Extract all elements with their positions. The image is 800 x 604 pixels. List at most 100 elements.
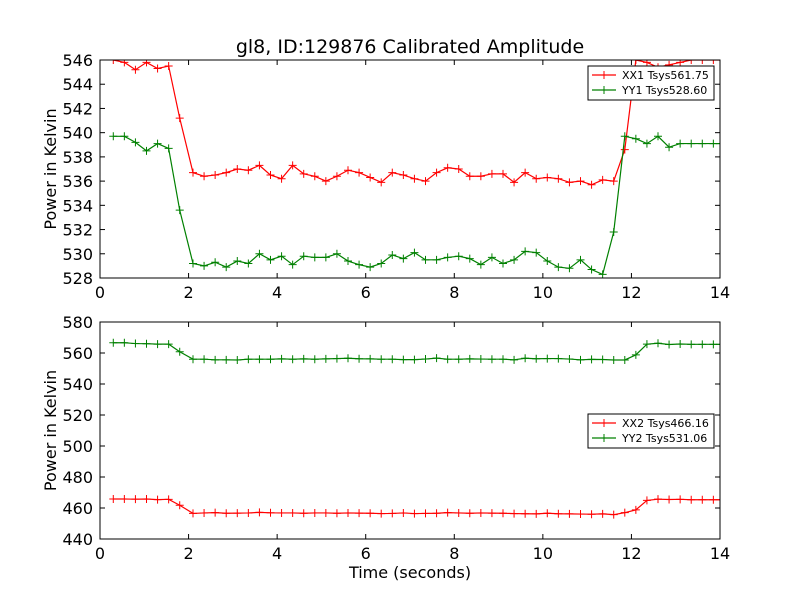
data-point <box>510 255 519 264</box>
y-tick-label: 538 <box>62 148 93 167</box>
data-point <box>277 354 286 363</box>
legend: XX1 Tsys561.75 YY1 Tsys528.60 <box>587 65 715 101</box>
data-point <box>410 355 419 364</box>
data-point <box>642 340 651 349</box>
legend-label: XX2 Tsys466.16 <box>622 417 709 430</box>
data-point <box>487 355 496 364</box>
data-point <box>698 139 707 148</box>
data-point <box>676 139 685 148</box>
x-tick-label: 0 <box>95 283 105 302</box>
data-point <box>565 355 574 364</box>
x-tick-label: 2 <box>183 544 193 563</box>
data-point <box>189 259 197 268</box>
data-point <box>388 509 397 518</box>
data-point <box>510 355 519 364</box>
data-point <box>266 171 275 180</box>
data-point <box>266 255 275 264</box>
data-point <box>598 175 607 184</box>
data-point <box>120 132 129 141</box>
data-point <box>164 62 173 71</box>
data-point <box>399 508 408 517</box>
data-point <box>465 254 474 263</box>
data-point <box>255 355 264 364</box>
data-point <box>310 508 319 517</box>
legend: XX2 Tsys466.16 YY2 Tsys531.06 <box>587 413 715 449</box>
data-point <box>465 172 474 181</box>
data-point <box>432 354 441 363</box>
data-point <box>332 249 341 258</box>
data-point <box>521 509 530 518</box>
data-point <box>465 354 474 363</box>
data-point <box>576 510 585 519</box>
y-tick-label: 440 <box>62 530 93 549</box>
data-point <box>565 264 574 273</box>
data-point <box>576 177 585 186</box>
data-point <box>598 270 607 278</box>
y-tick-label: 542 <box>62 99 93 118</box>
y-tick-label: 536 <box>62 172 93 191</box>
data-point <box>200 172 209 181</box>
data-point <box>687 139 696 148</box>
data-point <box>443 508 452 517</box>
data-point <box>532 509 541 518</box>
data-point <box>676 495 685 504</box>
legend-marker <box>600 419 608 427</box>
data-point <box>233 165 242 173</box>
data-point <box>510 178 519 187</box>
data-point <box>222 355 231 364</box>
data-point <box>554 509 563 518</box>
data-point <box>299 354 308 363</box>
data-point <box>131 339 140 348</box>
y-tick-label: 530 <box>62 245 93 264</box>
data-point <box>587 180 596 189</box>
data-point <box>153 495 162 504</box>
y-tick-label: 546 <box>62 51 93 70</box>
data-point <box>175 114 184 123</box>
data-point <box>233 257 242 266</box>
data-point <box>454 252 463 261</box>
data-point <box>109 60 118 64</box>
data-point <box>565 509 574 518</box>
data-point <box>255 249 264 258</box>
data-point <box>687 60 696 64</box>
data-point <box>277 508 286 517</box>
x-tick-label: 6 <box>361 283 371 302</box>
data-point <box>665 340 674 349</box>
data-point <box>120 495 129 504</box>
data-point <box>388 168 397 177</box>
data-point <box>687 495 696 504</box>
data-point <box>222 263 231 272</box>
data-point <box>255 161 264 170</box>
data-point <box>244 508 253 517</box>
data-point <box>476 355 485 364</box>
x-tick-label: 10 <box>533 283 553 302</box>
data-point <box>377 259 386 268</box>
data-point <box>142 339 151 348</box>
data-point <box>443 253 452 262</box>
data-point <box>587 355 596 364</box>
data-point <box>109 338 118 347</box>
data-point <box>299 509 308 518</box>
data-point <box>487 509 496 518</box>
legend-marker <box>600 86 608 94</box>
data-point <box>164 495 173 504</box>
data-point <box>609 355 618 364</box>
data-point <box>432 168 441 177</box>
data-point <box>521 354 530 363</box>
plot-frame <box>99 59 721 279</box>
data-point <box>587 265 596 274</box>
data-point <box>576 355 585 364</box>
data-point <box>332 509 341 518</box>
data-point <box>665 143 674 152</box>
data-point <box>598 509 607 518</box>
data-point <box>654 132 662 141</box>
y-tick-label: 480 <box>62 468 93 487</box>
data-point <box>388 355 397 364</box>
data-point <box>421 177 430 186</box>
data-point <box>120 338 129 347</box>
data-point <box>175 206 184 215</box>
y-tick-label: 532 <box>62 221 93 240</box>
data-point <box>576 255 585 264</box>
data-point <box>344 354 352 363</box>
